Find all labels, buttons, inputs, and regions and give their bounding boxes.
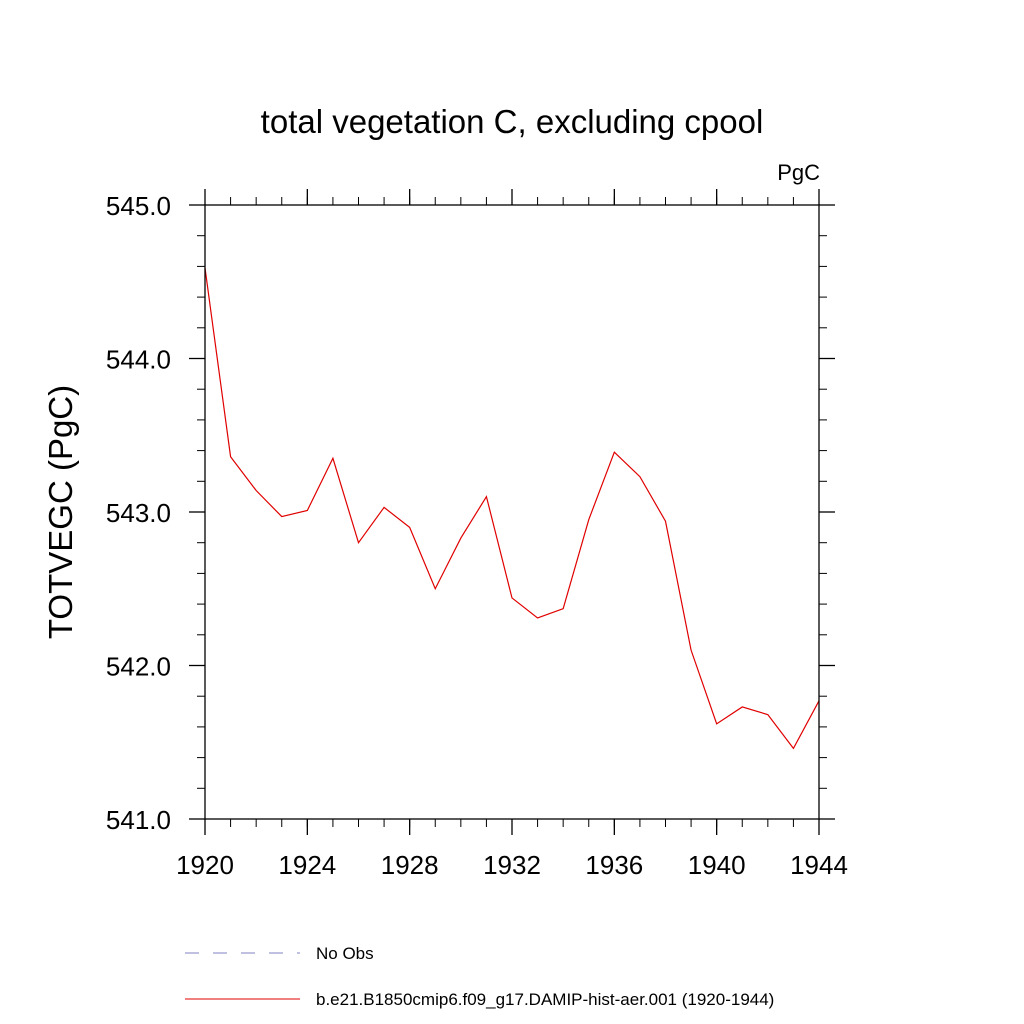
legend: No Obs b.e21.B1850cmip6.f09_g17.DAMIP-hi… bbox=[185, 944, 774, 1009]
legend-label-no-obs: No Obs bbox=[316, 944, 374, 963]
y-tick-label: 541.0 bbox=[106, 805, 171, 835]
y-tick-label: 544.0 bbox=[106, 345, 171, 375]
x-tick-label: 1940 bbox=[688, 850, 746, 880]
x-tick-label: 1936 bbox=[585, 850, 643, 880]
units-label: PgC bbox=[777, 160, 820, 185]
series-line-1 bbox=[204, 267, 820, 750]
x-tick-label: 1924 bbox=[278, 850, 336, 880]
legend-label-hist-aer: b.e21.B1850cmip6.f09_g17.DAMIP-hist-aer.… bbox=[316, 990, 774, 1009]
y-axis-label: TOTVEGC (PgC) bbox=[42, 385, 79, 639]
x-tick-label: 1932 bbox=[483, 850, 541, 880]
tick-labels: 1920 1924 1928 1932 1936 1940 1944 541.0 542.0 54… bbox=[106, 191, 848, 880]
x-tick-label: 1928 bbox=[381, 850, 439, 880]
y-tick-label: 542.0 bbox=[106, 652, 171, 682]
plot-frame bbox=[204, 204, 820, 820]
series-lines bbox=[204, 267, 820, 750]
y-tick-label: 545.0 bbox=[106, 191, 171, 221]
axis-ticks bbox=[189, 189, 835, 835]
x-tick-label: 1920 bbox=[176, 850, 234, 880]
x-tick-label: 1944 bbox=[790, 850, 848, 880]
y-tick-label: 543.0 bbox=[106, 498, 171, 528]
chart-title: total vegetation C, excluding cpool bbox=[261, 103, 764, 140]
